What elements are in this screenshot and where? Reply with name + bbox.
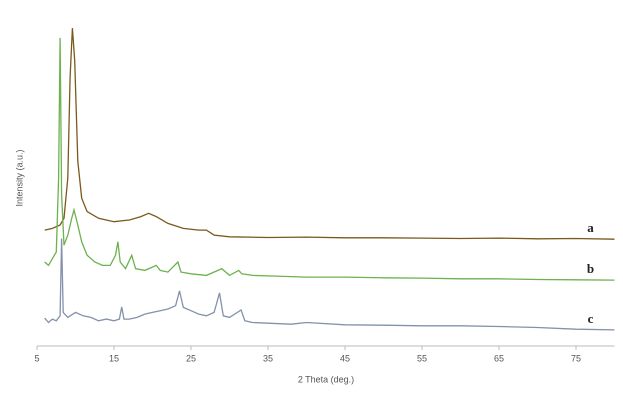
x-axis-label: 2 Theta (deg.) — [298, 374, 354, 384]
x-tick-label: 65 — [494, 353, 504, 363]
series-label: b — [587, 261, 594, 276]
series-label: a — [587, 220, 594, 235]
x-tick-label: 5 — [34, 353, 39, 363]
series-label: c — [588, 311, 594, 326]
series-line — [44, 238, 615, 331]
x-tick-label: 25 — [186, 353, 196, 363]
x-tick-label: 55 — [417, 353, 427, 363]
series-line — [44, 28, 615, 240]
x-tick-label: 35 — [263, 353, 273, 363]
series-line — [44, 37, 615, 281]
x-tick-label: 45 — [340, 353, 350, 363]
y-axis-label: Intensity (a.u.) — [14, 149, 24, 206]
x-tick-label: 15 — [109, 353, 119, 363]
x-tick-label: 75 — [571, 353, 581, 363]
